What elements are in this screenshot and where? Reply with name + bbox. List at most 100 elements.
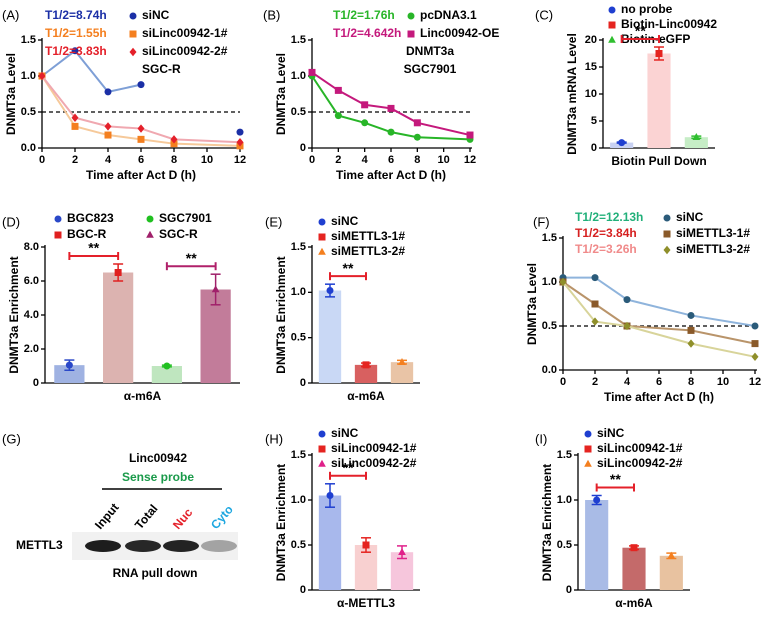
data-point bbox=[104, 88, 112, 96]
legend-marker bbox=[663, 214, 671, 222]
annotation: T1/2=12.13h bbox=[575, 210, 643, 224]
data-point bbox=[687, 311, 695, 319]
panel-label: (C) bbox=[535, 7, 553, 22]
legend-marker bbox=[129, 30, 137, 38]
blot-subheader: Sense probe bbox=[122, 470, 194, 484]
data-point bbox=[387, 104, 395, 112]
data-point bbox=[334, 86, 342, 94]
bar bbox=[390, 362, 414, 383]
blot-band bbox=[85, 540, 121, 552]
data-point bbox=[104, 122, 112, 131]
y-tick-label: 1.0 bbox=[291, 286, 306, 298]
note: SGC7901 bbox=[404, 62, 457, 76]
data-point bbox=[591, 317, 599, 326]
legend-label: Biotin-Linc00942 bbox=[621, 17, 717, 31]
y-tick-label: 0.5 bbox=[542, 320, 557, 332]
x-axis-label: α-METTL3 bbox=[337, 596, 395, 610]
bar-marker bbox=[163, 362, 171, 370]
x-tick-label: 0 bbox=[39, 154, 45, 166]
data-point bbox=[71, 113, 79, 122]
y-axis-label: DNMT3a Level bbox=[274, 53, 288, 135]
y-tick-label: 0 bbox=[300, 377, 306, 389]
bar bbox=[684, 137, 708, 148]
bar-marker bbox=[398, 357, 406, 365]
legend-marker bbox=[54, 215, 62, 223]
bar-marker bbox=[655, 50, 663, 57]
y-tick-label: 0 bbox=[300, 584, 306, 596]
data-point bbox=[591, 300, 599, 308]
bar-marker bbox=[630, 544, 638, 552]
legend-label: siNC bbox=[597, 426, 625, 440]
bar-marker bbox=[593, 496, 601, 504]
blot-header: Linc00942 bbox=[129, 451, 187, 465]
legend-label: siMETTL3-2# bbox=[676, 242, 750, 256]
bar-marker bbox=[398, 548, 406, 555]
y-tick-label: 0.5 bbox=[291, 106, 306, 118]
bar bbox=[585, 500, 609, 590]
bar bbox=[318, 495, 342, 590]
x-tick-label: 8 bbox=[688, 376, 694, 388]
x-tick-label: 6 bbox=[656, 376, 662, 388]
row-label: METTL3 bbox=[16, 538, 63, 552]
y-tick-label: 0 bbox=[300, 142, 306, 154]
legend-label: siMETTL3-1# bbox=[676, 226, 750, 240]
x-tick-label: 12 bbox=[234, 154, 246, 166]
y-tick-label: 0.5 bbox=[21, 106, 36, 118]
bar-marker bbox=[65, 361, 73, 369]
bar bbox=[622, 547, 646, 590]
legend-marker bbox=[407, 30, 415, 38]
legend-marker bbox=[129, 47, 137, 57]
legend-label: siNC bbox=[676, 210, 704, 224]
blot-band bbox=[201, 540, 237, 552]
y-tick-label: 1.5 bbox=[557, 449, 572, 461]
y-tick-label: 1.0 bbox=[291, 70, 306, 82]
y-axis-label: DNMT3a Level bbox=[4, 53, 18, 135]
y-tick-label: 0.0 bbox=[542, 364, 557, 376]
significance-label: ** bbox=[635, 23, 646, 39]
legend-marker bbox=[146, 215, 154, 223]
x-tick-label: 8 bbox=[171, 154, 177, 166]
series-line bbox=[311, 71, 471, 137]
annotation: T1/2=8.74h bbox=[45, 8, 107, 22]
data-point bbox=[751, 352, 759, 361]
y-tick-label: 0 bbox=[591, 142, 597, 154]
lane-label: Total bbox=[132, 502, 161, 532]
data-point bbox=[687, 326, 695, 334]
legend-marker bbox=[407, 12, 415, 20]
y-tick-label: 0.5 bbox=[291, 539, 306, 551]
bar bbox=[354, 545, 378, 590]
series-line bbox=[311, 75, 471, 141]
blot-caption: RNA pull down bbox=[113, 566, 198, 580]
bar bbox=[659, 555, 683, 590]
data-point bbox=[387, 128, 395, 136]
y-tick-label: 0.0 bbox=[21, 142, 36, 154]
legend-marker bbox=[584, 430, 592, 438]
significance-label: ** bbox=[343, 260, 354, 276]
significance-label: ** bbox=[88, 240, 99, 256]
y-tick-label: 1.0 bbox=[542, 276, 557, 288]
lane-label: Cyto bbox=[208, 503, 236, 532]
legend-label: siLinc00942-1# bbox=[331, 441, 417, 455]
legend-label: siLinc00942-2# bbox=[331, 456, 417, 470]
data-point bbox=[104, 131, 112, 139]
series-line bbox=[41, 75, 241, 147]
bar-marker bbox=[692, 133, 701, 140]
y-axis-label: DNMT3a Enrichment bbox=[7, 256, 21, 373]
panel-label: (E) bbox=[265, 214, 282, 229]
x-axis-label: α-m6A bbox=[124, 389, 162, 403]
y-tick-label: 1.5 bbox=[291, 241, 306, 253]
y-axis-label: DNMT3a Enrichment bbox=[274, 464, 288, 581]
significance-bracket bbox=[68, 252, 120, 260]
significance-label: ** bbox=[186, 250, 197, 266]
x-tick-label: 10 bbox=[438, 154, 450, 166]
y-tick-label: 10 bbox=[585, 88, 597, 100]
legend-marker bbox=[608, 21, 616, 29]
x-axis-label: Biotin Pull Down bbox=[611, 154, 706, 168]
data-point bbox=[623, 296, 631, 304]
lane-label: Nuc bbox=[170, 505, 196, 532]
data-point bbox=[413, 119, 421, 127]
lane-label: Input bbox=[92, 501, 122, 532]
data-point bbox=[137, 135, 145, 143]
y-tick-label: 1.5 bbox=[542, 232, 557, 244]
annotation: T1/2=1.76h bbox=[333, 8, 395, 22]
